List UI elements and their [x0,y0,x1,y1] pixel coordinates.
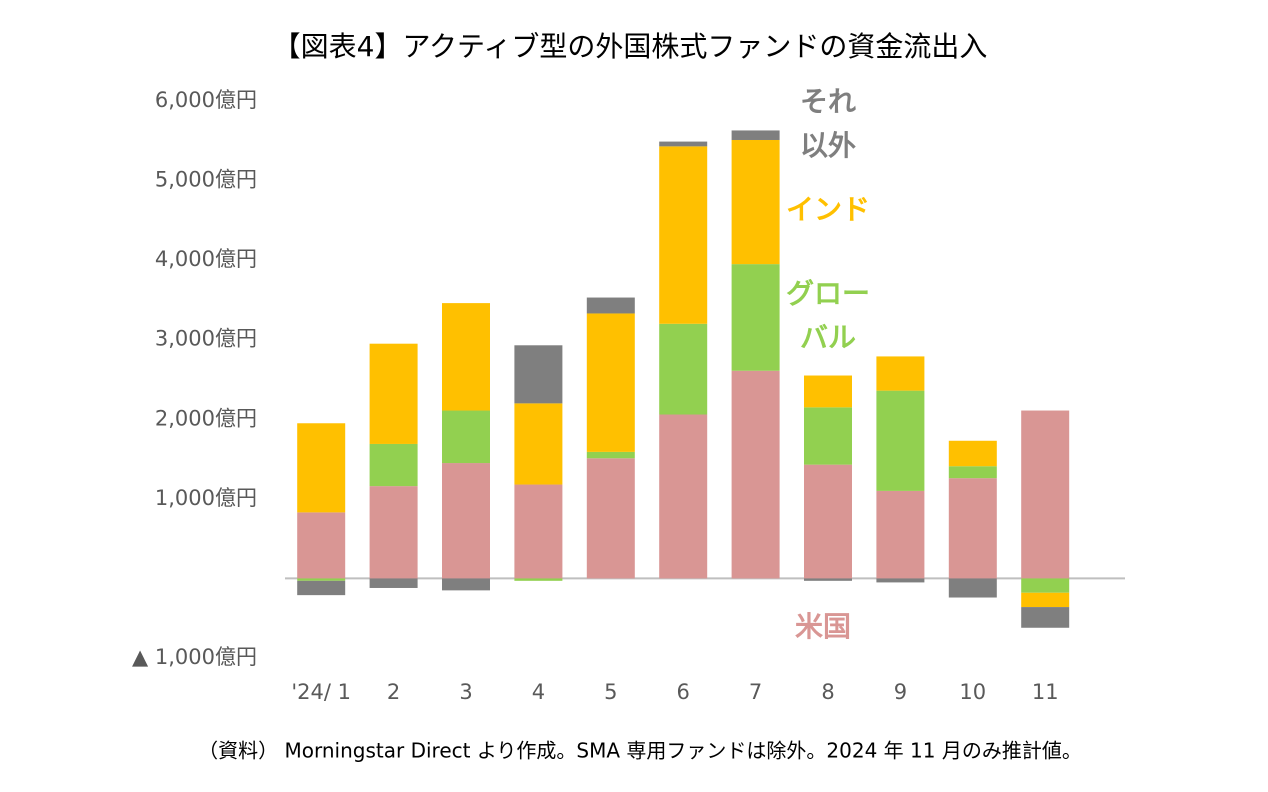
legend-label: グロー バル [785,277,870,354]
bar-segment [369,443,418,487]
bar-segment [804,407,852,465]
bar-segment [731,130,780,140]
bar-segment [1021,578,1070,593]
x-tick-label: 11 [1032,680,1059,704]
bar-segment [948,578,997,598]
bar-segment [659,323,708,415]
x-tick-label: 3 [459,680,472,704]
bar-segment [369,486,418,579]
bar-segment [876,578,925,583]
bar-segment [586,451,635,459]
chart-title: 【図表4】アクティブ型の外国株式ファンドの資金流出入 [273,30,988,63]
y-tick-label: 4,000億円 [155,247,257,271]
x-tick-label: 10 [959,680,986,704]
bar-segment [804,464,852,579]
bar-segment [948,478,997,579]
bar-segment [442,463,490,579]
y-tick-label: ▲ 1,000億円 [132,645,257,669]
bar-segment [876,356,925,391]
x-tick-label: 2 [387,680,400,704]
x-tick-label: 4 [532,680,545,704]
y-tick-label: 6,000億円 [155,88,257,112]
bar-segment [948,440,997,467]
bar-segment [731,264,780,371]
x-tick-label: 7 [749,680,762,704]
bar-segment [297,578,346,581]
bar-segment [1021,607,1070,628]
y-tick-label: 3,000億円 [155,327,257,351]
bar-segment [369,343,418,444]
bar-segment [659,146,708,324]
bar-segment [297,512,346,579]
x-tick-label: 6 [677,680,690,704]
bar-segment [442,410,490,464]
x-tick-label: 8 [821,680,834,704]
bar-segment [948,466,997,479]
bar-segment [659,414,708,579]
y-tick-label: 5,000億円 [155,168,257,192]
bar-segment [586,458,635,579]
footnote: （資料） Morningstar Direct より作成。SMA 専用ファンドは… [198,739,1082,763]
bar-segment [804,578,852,581]
bar-segment [514,484,563,579]
bar-segment [1021,410,1070,579]
bar-segment [586,313,635,452]
bar-segment [442,578,490,591]
bar-segment [297,423,346,513]
x-tick-label: '24/ 1 [291,680,351,704]
bar-segment [514,403,563,485]
legend-label: 米国 [794,610,851,643]
bar-segment [876,490,925,579]
bar-segment [731,370,780,579]
bar-segment [442,303,490,411]
bar-segment [804,375,852,408]
y-tick-label: 1,000億円 [155,486,257,510]
bar-segment [514,345,563,404]
x-tick-label: 9 [894,680,907,704]
y-tick-label: 2,000億円 [155,406,257,430]
bar-segment [876,390,925,491]
bar-segment [659,141,708,147]
bar-segment [1021,592,1070,608]
bar-segment [731,139,780,265]
legend-label: インド [785,193,870,226]
legend-label: それ 以外 [799,85,856,162]
bar-segment [514,578,563,581]
bar-segment [586,297,635,314]
bar-segment [297,580,346,596]
bar-segment [369,578,418,588]
x-tick-label: 5 [604,680,617,704]
